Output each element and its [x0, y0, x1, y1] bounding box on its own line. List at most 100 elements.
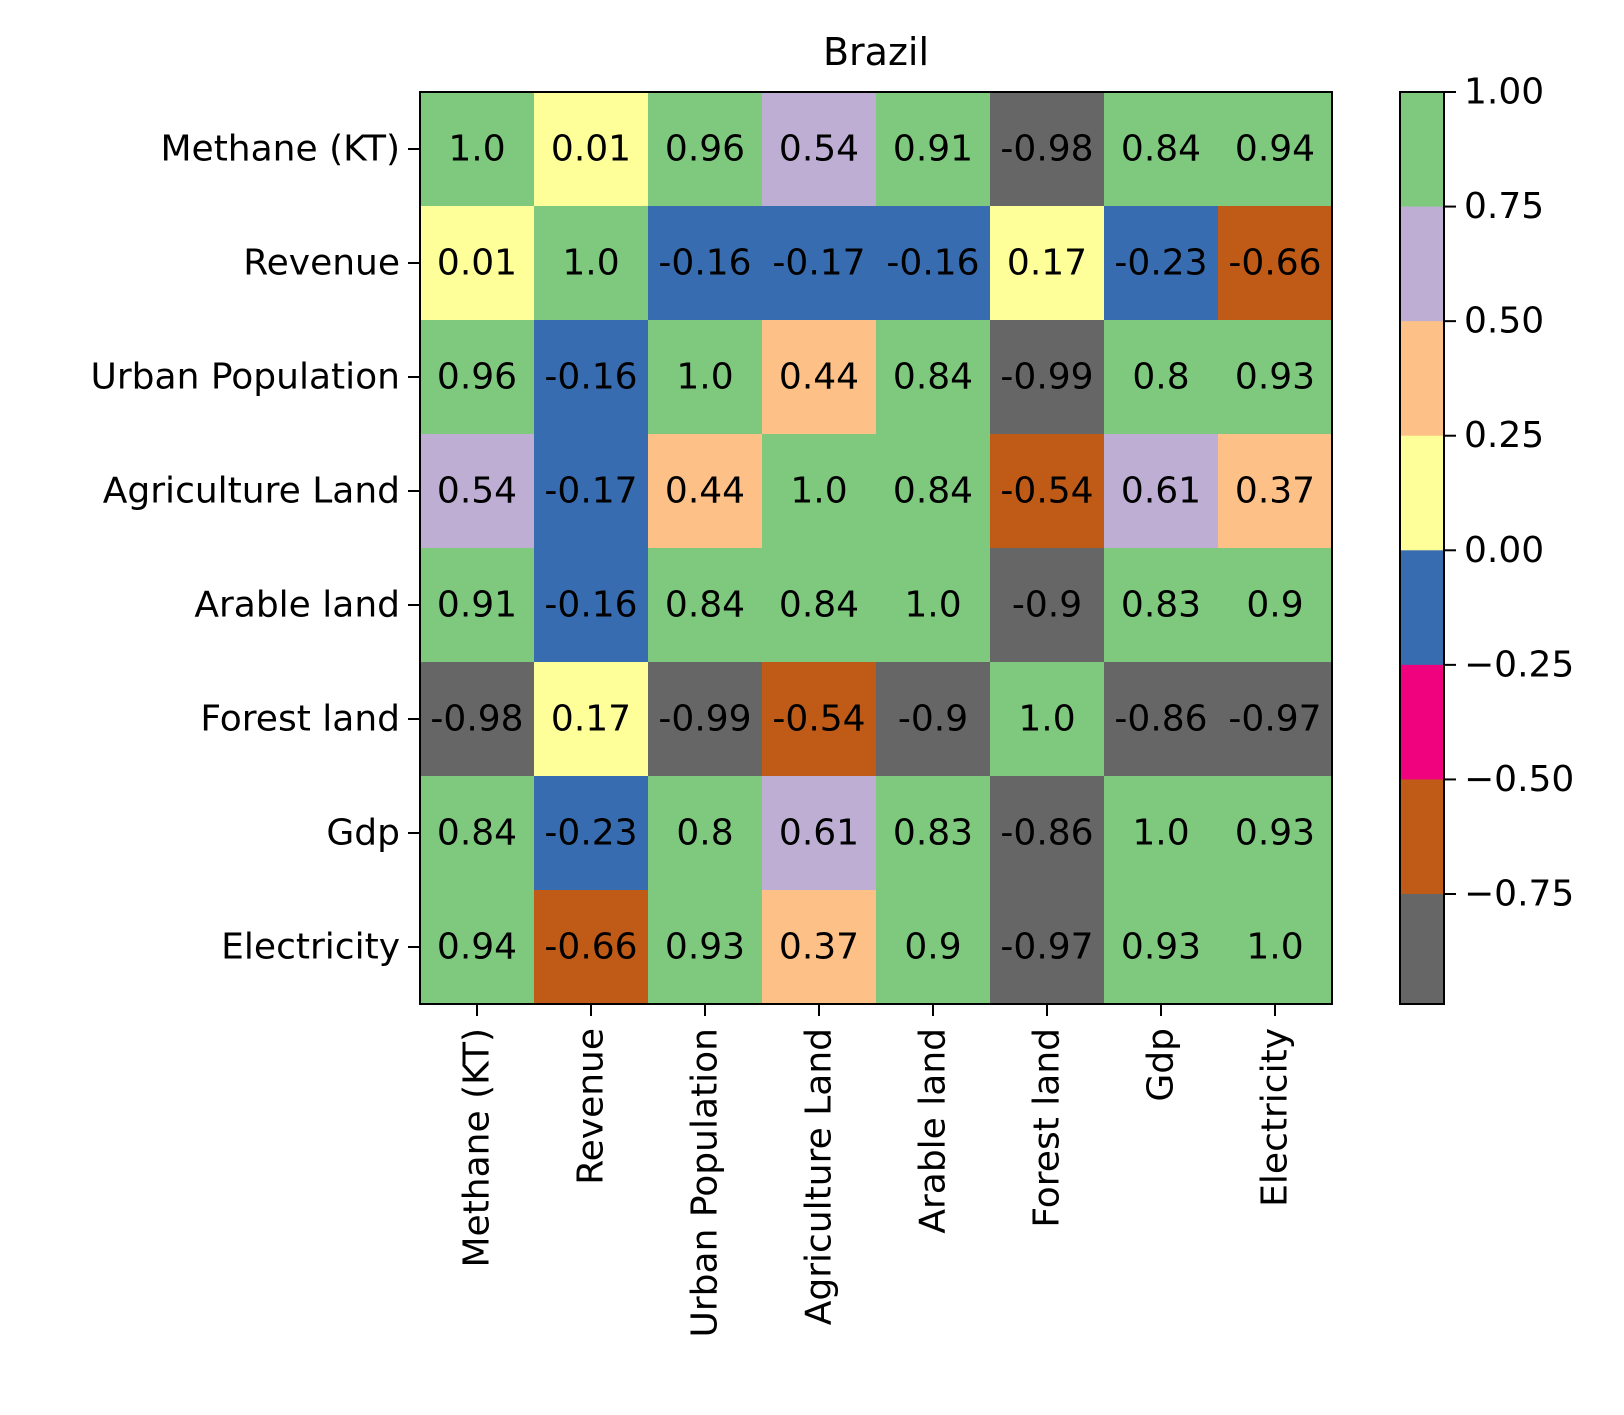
colorbar-band [1400, 92, 1444, 208]
cell-value-label: -0.16 [886, 243, 979, 284]
cell-value-label: 0.01 [437, 243, 517, 284]
x-tick-label-forest-land: Forest land [1027, 1028, 1068, 1228]
cell-value-label: 0.17 [1007, 243, 1087, 284]
heatmap-cell-arable-land-forest-land [990, 548, 1105, 663]
x-tick-label-arable-land: Arable land [913, 1028, 954, 1234]
cell-value-label: 0.94 [437, 927, 517, 968]
heatmap-cell-arable-land-methane-kt [420, 548, 535, 663]
heatmap-cell-electricity-electricity [1218, 890, 1333, 1005]
colorbar-tick-label: 0.50 [1464, 301, 1544, 342]
cell-value-label: -0.97 [1000, 927, 1093, 968]
cell-value-label: 1.0 [448, 129, 505, 170]
heatmap-cell-forest-land-methane-kt [420, 662, 535, 777]
heatmap-cell-electricity-forest-land [990, 890, 1105, 1005]
heatmap-cell-gdp-urban-population [648, 776, 763, 891]
cell-value-label: 0.83 [1121, 585, 1201, 626]
heatmap-cell-agriculture-land-methane-kt [420, 434, 535, 549]
y-axis: Methane (KT) Revenue Urban Population Agric… [91, 129, 420, 968]
cell-value-label: 0.61 [1121, 471, 1201, 512]
cell-value-label: -0.66 [544, 927, 637, 968]
colorbar-band [1400, 321, 1444, 437]
heatmap-cell-revenue-methane-kt [420, 206, 535, 321]
cell-value-label: 0.83 [893, 813, 973, 854]
cell-value-label: -0.66 [1228, 243, 1321, 284]
cell-value-label: -0.98 [1000, 129, 1093, 170]
cell-value-label: 1.0 [676, 357, 733, 398]
heatmap-cell-urban-population-agriculture-land [762, 320, 877, 435]
heatmap-cell-methane-kt-revenue [534, 92, 649, 207]
heatmap-cell-urban-population-gdp [1104, 320, 1219, 435]
heatmap-cell-arable-land-electricity [1218, 548, 1333, 663]
heatmap-cell-methane-kt-gdp [1104, 92, 1219, 207]
cell-value-label: 0.84 [893, 357, 973, 398]
cell-value-label: 1.0 [904, 585, 961, 626]
cell-value-label: 0.9 [904, 927, 961, 968]
colorbar-band [1400, 206, 1444, 322]
heatmap-cell-revenue-electricity [1218, 206, 1333, 321]
heatmap-cell-forest-land-urban-population [648, 662, 763, 777]
cell-value-label: -0.17 [544, 471, 637, 512]
heatmap-cell-labels: 1.0 0.01 0.96 0.54 0.91 -0.98 0.84 0.940.01 1.0-… [430, 129, 1321, 968]
heatmap-cell-urban-population-revenue [534, 320, 649, 435]
y-tick-label-revenue: Revenue [243, 243, 400, 284]
cell-value-label: 0.84 [779, 585, 859, 626]
colorbar-tick-label: 0.00 [1464, 530, 1544, 571]
cell-value-label: 1.0 [1246, 927, 1303, 968]
cell-value-label: 0.8 [676, 813, 733, 854]
cell-value-label: 0.84 [665, 585, 745, 626]
colorbar-band [1400, 435, 1444, 551]
heatmap-cell-methane-kt-methane-kt [420, 92, 535, 207]
cell-value-label: 0.61 [779, 813, 859, 854]
cell-value-label: 0.37 [779, 927, 859, 968]
plot-frame [419, 91, 1333, 1005]
heatmap-cell-electricity-arable-land [876, 890, 991, 1005]
heatmap-cell-electricity-revenue [534, 890, 649, 1005]
y-tick-label-arable-land: Arable land [194, 585, 400, 626]
colorbar-band [1400, 779, 1444, 895]
heatmap-cell-gdp-gdp [1104, 776, 1219, 891]
heatmap-cell-forest-land-agriculture-land [762, 662, 877, 777]
cell-value-label: 0.17 [551, 699, 631, 740]
colorbar-tick-label: −0.50 [1464, 759, 1574, 800]
cell-value-label: -0.16 [544, 585, 637, 626]
cell-value-label: 0.93 [665, 927, 745, 968]
colorbar: 1.00 0.75 0.50 0.25 0.00 −0.25 −0.50 −0.75 [1399, 72, 1574, 1005]
heatmap-cell-revenue-arable-land [876, 206, 991, 321]
heatmap-cell-forest-land-gdp [1104, 662, 1219, 777]
heatmap-cell-methane-kt-agriculture-land [762, 92, 877, 207]
heatmap-cell-arable-land-revenue [534, 548, 649, 663]
heatmap-cell-arable-land-arable-land [876, 548, 991, 663]
heatmap-cell-agriculture-land-electricity [1218, 434, 1333, 549]
y-tick-label-methane-kt: Methane (KT) [160, 129, 400, 170]
cell-value-label: 0.93 [1235, 357, 1315, 398]
heatmap-cell-urban-population-electricity [1218, 320, 1333, 435]
heatmap-cell-gdp-methane-kt [420, 776, 535, 891]
cell-value-label: -0.9 [898, 699, 968, 740]
heatmap-cell-agriculture-land-urban-population [648, 434, 763, 549]
y-tick-label-electricity: Electricity [221, 927, 400, 968]
cell-value-label: 0.84 [893, 471, 973, 512]
y-tick-label-agriculture-land: Agriculture Land [103, 471, 400, 512]
colorbar-band [1400, 894, 1444, 1005]
heatmap-cell-electricity-agriculture-land [762, 890, 877, 1005]
heatmap-cell-agriculture-land-gdp [1104, 434, 1219, 549]
heatmap-cells [420, 92, 1333, 1005]
heatmap-cell-methane-kt-forest-land [990, 92, 1105, 207]
colorbar-band [1400, 550, 1444, 666]
x-tick-label-methane-kt: Methane (KT) [457, 1028, 498, 1268]
colorbar-tick-label: −0.25 [1464, 644, 1574, 685]
heatmap-cell-forest-land-forest-land [990, 662, 1105, 777]
heatmap-cell-agriculture-land-agriculture-land [762, 434, 877, 549]
heatmap-cell-electricity-gdp [1104, 890, 1219, 1005]
heatmap-cell-methane-kt-urban-population [648, 92, 763, 207]
heatmap-cell-agriculture-land-revenue [534, 434, 649, 549]
cell-value-label: -0.98 [430, 699, 523, 740]
heatmap-cell-forest-land-electricity [1218, 662, 1333, 777]
y-tick-label-gdp: Gdp [326, 813, 400, 854]
cell-value-label: -0.86 [1114, 699, 1207, 740]
cell-value-label: -0.23 [1114, 243, 1207, 284]
x-tick-label-agriculture-land: Agriculture Land [799, 1028, 840, 1325]
heatmap-cell-agriculture-land-arable-land [876, 434, 991, 549]
colorbar-frame [1399, 91, 1445, 1005]
